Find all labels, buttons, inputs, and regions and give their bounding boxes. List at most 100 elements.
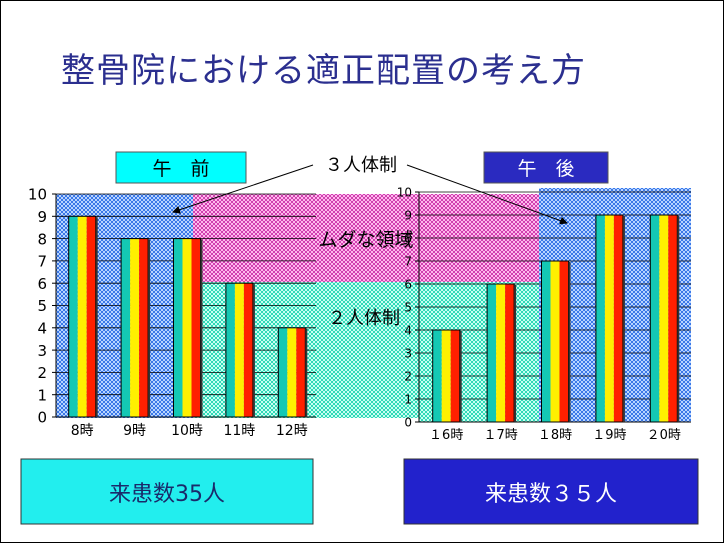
bar-shadow (622, 216, 625, 422)
pm-tag-box (483, 151, 609, 184)
bar-stripe (487, 284, 497, 422)
pm-total-box (403, 458, 699, 525)
am-total-text: 来患数35人 (109, 482, 225, 507)
bar-stripe (432, 330, 442, 422)
am-tag: 午 前 (152, 158, 209, 180)
y-tick-label: 6 (404, 278, 412, 292)
pm-tag: 午 後 (517, 158, 574, 180)
bar-stripe (450, 330, 460, 422)
bar-shadow (148, 239, 151, 417)
y-tick-label: 5 (37, 297, 47, 315)
three-staff-label: ３人体制 (325, 155, 397, 176)
bar-stripe (668, 215, 678, 422)
bar-stripe (173, 238, 183, 417)
bar (68, 215, 98, 418)
bar (649, 214, 680, 423)
x-tick-label: １7時 (483, 428, 517, 443)
slide-title: 整骨院における適正配置の考え方 (61, 51, 586, 91)
bar (486, 283, 517, 423)
bar-stripe (182, 238, 192, 417)
y-tick-label: 7 (37, 253, 47, 271)
y-tick-label: 0 (404, 416, 412, 430)
y-tick-label: 3 (37, 342, 47, 360)
bar (120, 238, 151, 418)
x-tick-label: １6時 (429, 428, 463, 443)
bar-stripe (550, 261, 560, 422)
bar-stripe (541, 261, 551, 422)
pm-total-text: 来患数３５人 (485, 482, 617, 507)
y-tick-label: 1 (404, 393, 412, 407)
y-tick-label: 7 (404, 255, 412, 269)
bar-shadow (677, 216, 680, 422)
bar-stripe (243, 283, 253, 417)
bar-stripe (613, 215, 623, 422)
y-tick-label: 8 (404, 232, 412, 246)
bar (277, 327, 308, 418)
bar-shadow (568, 262, 571, 422)
bar-stripe (650, 215, 660, 422)
two-staff-label: ２人体制 (328, 308, 400, 329)
bar-shadow (95, 217, 98, 417)
x-tick-label: 8時 (71, 423, 94, 439)
am-total-box (20, 458, 314, 525)
pm-chart: 0 1 2 3 4 5 6 7 8 9 10 １6時 １7時 １8時 １9時 ２0時 (397, 186, 691, 443)
y-tick-label: 2 (404, 370, 412, 384)
bar-stripe (191, 238, 201, 417)
x-tick-label: 9時 (123, 423, 146, 439)
bar-stripe (659, 215, 669, 422)
bar (432, 329, 462, 423)
bar-stripe (139, 238, 149, 417)
y-tick-label: 6 (37, 275, 47, 293)
y-tick-label: 9 (404, 209, 412, 223)
bar (173, 238, 203, 418)
x-tick-label: ２0時 (647, 428, 681, 443)
x-tick-label: １8時 (538, 428, 572, 443)
y-tick-label: 0 (37, 409, 47, 427)
bar-stripe (121, 238, 131, 417)
bar-shadow (252, 284, 255, 417)
bar-stripe (77, 216, 87, 417)
bar-shadow (459, 331, 462, 422)
bar-stripe (595, 215, 605, 422)
bar-stripe (496, 284, 506, 422)
bar (225, 282, 255, 418)
x-tick-label: 10時 (171, 423, 203, 439)
x-tick-label: １9時 (592, 428, 626, 443)
bar-stripe (559, 261, 569, 422)
waste-zone-label: ムダな領域 (318, 229, 413, 251)
y-tick-label: 9 (37, 208, 47, 226)
y-tick-label: 4 (404, 324, 412, 338)
y-tick-label: 10 (28, 186, 47, 204)
y-tick-label: 8 (37, 230, 47, 248)
x-tick-label: 11時 (223, 423, 255, 439)
bar-stripe (441, 330, 451, 422)
y-tick-label: 10 (397, 186, 412, 200)
three-staff-arrow-right (406, 164, 568, 225)
bar-stripe (225, 283, 235, 417)
bar-stripe (604, 215, 614, 422)
bar-stripe (130, 238, 140, 417)
y-tick-label: 3 (404, 347, 412, 361)
bar-stripe (68, 216, 78, 417)
bar (595, 214, 625, 423)
bar-shadow (200, 239, 203, 417)
x-tick-label: 12時 (276, 423, 308, 439)
am-tag-box (115, 151, 247, 184)
y-tick-label: 1 (37, 386, 47, 404)
bar-stripe (86, 216, 96, 417)
y-tick-label: 5 (404, 301, 412, 315)
bar-stripe (505, 284, 515, 422)
y-tick-label: 4 (37, 320, 47, 338)
bar-stripe (234, 283, 244, 417)
bar-shadow (514, 285, 517, 422)
bar-stripe (278, 327, 288, 417)
bar-shadow (305, 328, 308, 417)
bar-stripe (287, 327, 297, 417)
bar-stripe (296, 327, 306, 417)
three-staff-arrow-left (172, 164, 314, 214)
am-chart: 0 1 2 3 4 5 6 7 8 9 10 8時 9時 10時 11時 12時 (28, 186, 316, 439)
y-tick-label: 2 (37, 364, 47, 382)
bar (541, 260, 571, 423)
